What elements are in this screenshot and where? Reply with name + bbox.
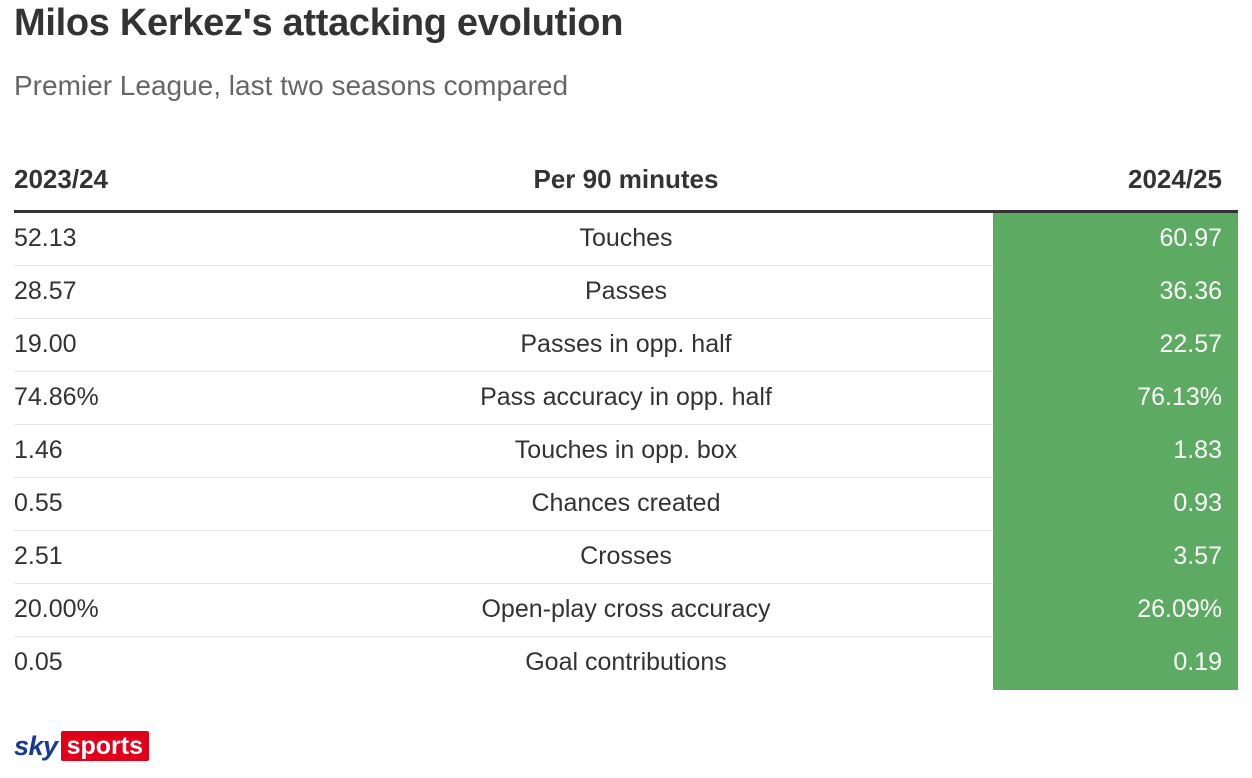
value-2024-25: 3.57 <box>1173 542 1222 570</box>
metric-label: Open-play cross accuracy <box>481 595 771 623</box>
value-2023-24: 1.46 <box>14 436 63 464</box>
value-2023-24: 28.57 <box>14 277 77 305</box>
highlight-cell-2024-25 <box>993 425 1238 478</box>
table-row: 19.00 Passes in opp. half 22.57 <box>14 319 1238 372</box>
highlight-cell-2024-25 <box>993 266 1238 319</box>
value-2023-24: 52.13 <box>14 224 77 252</box>
metric-label: Passes in opp. half <box>520 330 732 358</box>
value-2024-25: 76.13% <box>1137 383 1222 411</box>
highlight-cell-2024-25 <box>993 319 1238 372</box>
value-2024-25: 1.83 <box>1173 436 1222 464</box>
table-row: 1.46 Touches in opp. box 1.83 <box>14 425 1238 478</box>
stats-table: 2023/24 Per 90 minutes 2024/25 52.13 Touc… <box>14 150 1238 690</box>
chart-title: Milos Kerkez's attacking evolution <box>14 2 624 44</box>
value-2023-24: 19.00 <box>14 330 77 358</box>
metric-label: Passes <box>585 277 667 305</box>
metric-label: Crosses <box>580 542 672 570</box>
header-per-90: Per 90 minutes <box>533 164 719 194</box>
value-2024-25: 36.36 <box>1159 277 1222 305</box>
highlight-cell-2024-25 <box>993 478 1238 531</box>
highlight-cell-2024-25 <box>993 637 1238 690</box>
value-2024-25: 22.57 <box>1159 330 1222 358</box>
value-2024-25: 26.09% <box>1137 595 1222 623</box>
table-row: 20.00% Open-play cross accuracy 26.09% <box>14 584 1238 637</box>
table-row: 0.55 Chances created 0.93 <box>14 478 1238 531</box>
table-header: 2023/24 Per 90 minutes 2024/25 <box>14 150 1238 213</box>
value-2024-25: 60.97 <box>1159 224 1222 252</box>
highlight-cell-2024-25 <box>993 213 1238 266</box>
chart-subtitle: Premier League, last two seasons compare… <box>14 70 569 101</box>
value-2023-24: 2.51 <box>14 542 63 570</box>
header-season-2024-25: 2024/25 <box>1128 164 1222 194</box>
logo-sky-text: sky <box>14 730 58 761</box>
highlight-cell-2024-25 <box>993 531 1238 584</box>
sky-sports-logo: sky sports <box>14 730 149 762</box>
table-row: 0.05 Goal contributions 0.19 <box>14 637 1238 690</box>
value-2023-24: 0.55 <box>14 489 63 517</box>
metric-label: Touches in opp. box <box>514 436 738 464</box>
value-2023-24: 20.00% <box>14 595 99 623</box>
metric-label: Pass accuracy in opp. half <box>480 383 772 411</box>
highlight-cell-2024-25 <box>993 372 1238 425</box>
table-row: 74.86% Pass accuracy in opp. half 76.13% <box>14 372 1238 425</box>
highlight-cell-2024-25 <box>993 584 1238 637</box>
table-row: 2.51 Crosses 3.57 <box>14 531 1238 584</box>
value-2024-25: 0.19 <box>1173 648 1222 676</box>
value-2023-24: 74.86% <box>14 383 99 411</box>
table-row: 28.57 Passes 36.36 <box>14 266 1238 319</box>
metric-label: Chances created <box>531 489 721 517</box>
value-2023-24: 0.05 <box>14 648 63 676</box>
logo-sports-text: sports <box>60 731 149 761</box>
table-body: 52.13 Touches 60.97 28.57 Passes 36.36 19.00 Pa… <box>14 213 1238 690</box>
metric-label: Touches <box>579 224 673 252</box>
table-row: 52.13 Touches 60.97 <box>14 213 1238 266</box>
metric-label: Goal contributions <box>525 648 727 676</box>
header-season-2023-24: 2023/24 <box>14 164 108 194</box>
value-2024-25: 0.93 <box>1173 489 1222 517</box>
